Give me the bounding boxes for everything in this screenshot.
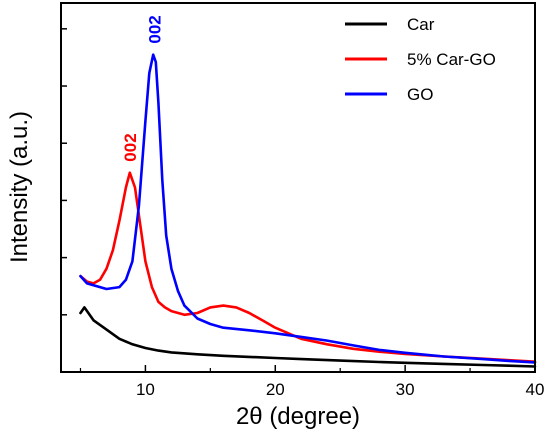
x-tick-label: 40 <box>526 380 545 399</box>
legend-label-0: Car <box>407 15 435 34</box>
x-axis-title: 2θ (degree) <box>236 403 360 430</box>
x-tick-label: 10 <box>136 380 155 399</box>
legend-label-1: 5% Car-GO <box>407 50 496 69</box>
series-line-0 <box>79 306 537 368</box>
series-layer <box>79 53 537 368</box>
peak-label-1: 002 <box>146 15 165 43</box>
x-tick-label: 30 <box>396 380 415 399</box>
series-line-2 <box>79 53 537 364</box>
y-axis-title: Intensity (a.u.) <box>6 111 33 263</box>
x-tick-label: 20 <box>266 380 285 399</box>
peak-label-0: 002 <box>121 133 140 161</box>
plot-frame <box>60 2 536 373</box>
legend: Car 5% Car-GO GO <box>345 15 496 104</box>
series-line-1 <box>79 171 537 363</box>
legend-label-2: GO <box>407 85 433 104</box>
ticks-layer: 10 20 30 40 <box>61 28 545 399</box>
annotation-layer: 002 002 <box>121 15 165 161</box>
